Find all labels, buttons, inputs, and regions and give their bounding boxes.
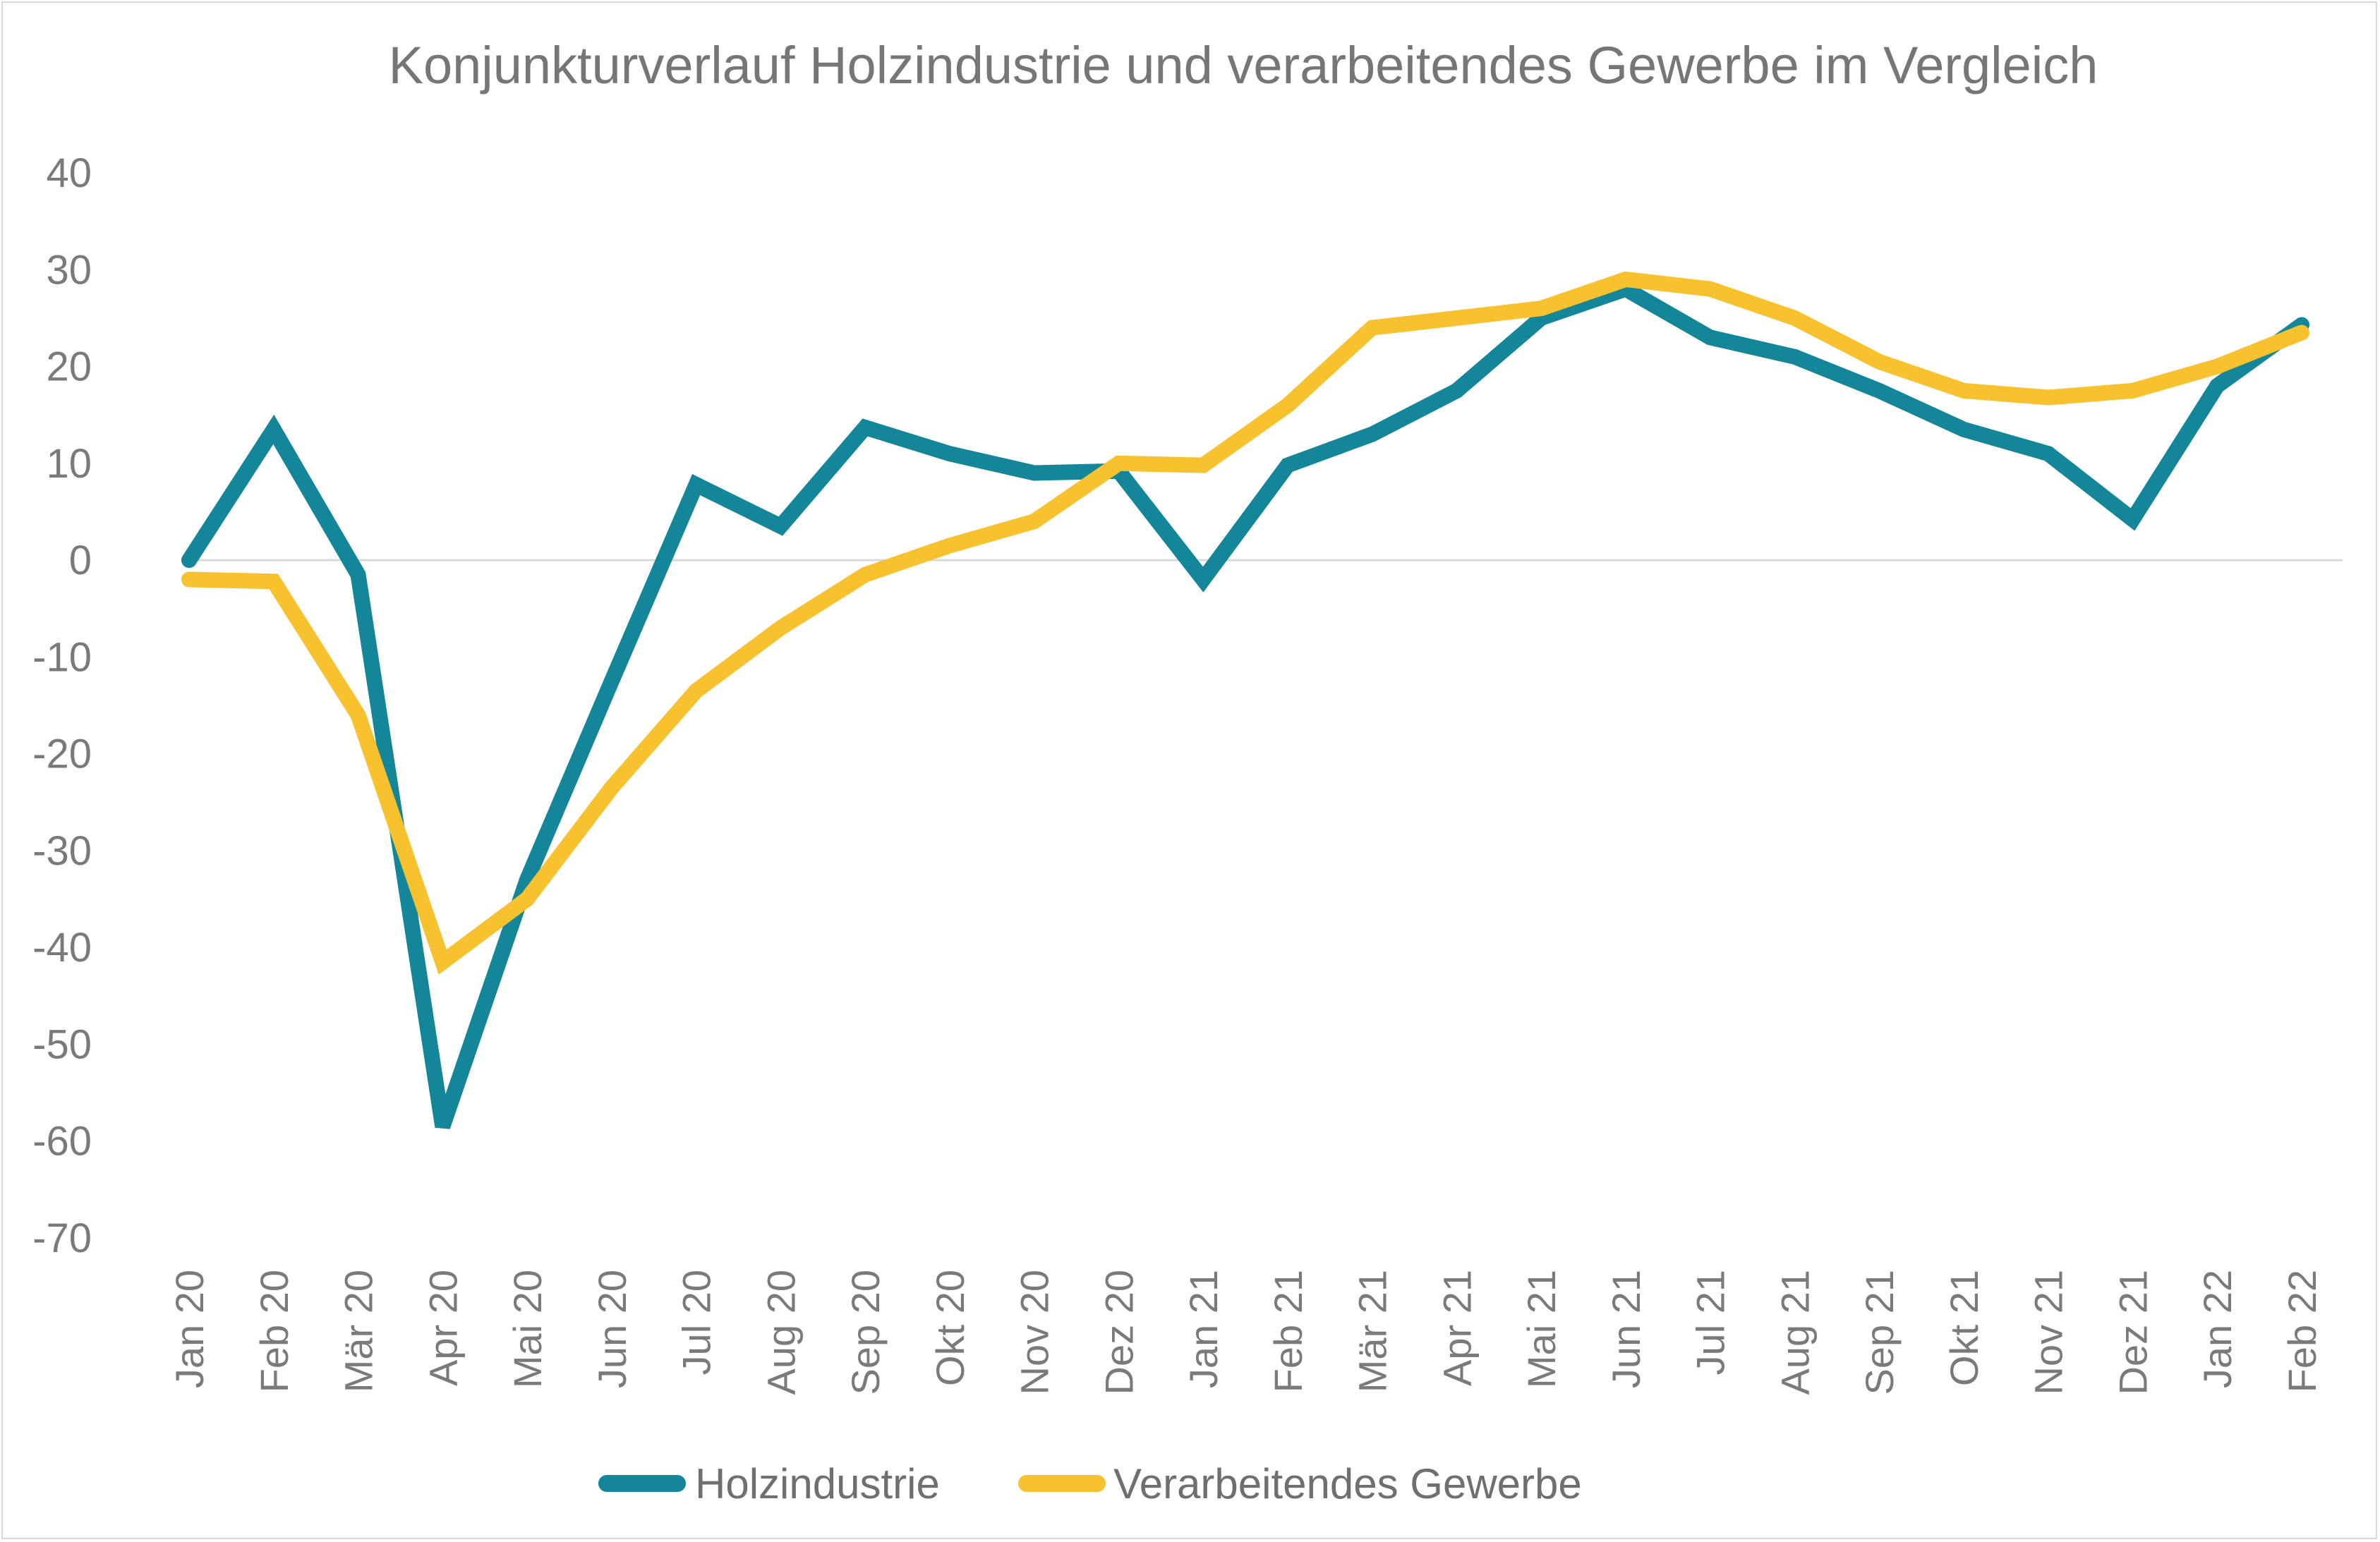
x-tick-label: Jul 21 bbox=[1689, 1270, 1733, 1375]
x-tick-label: Sep 20 bbox=[843, 1270, 888, 1395]
y-tick-label: 20 bbox=[46, 344, 92, 390]
x-axis: Jan 20 Feb 20 Mär 20 Apr 20 Mai 20 Jun 20 Jul … bbox=[167, 1270, 2324, 1395]
x-tick-label: Sep 21 bbox=[1857, 1270, 1902, 1395]
chart-title: Konjunkturverlauf Holzindustrie und vera… bbox=[389, 36, 2098, 95]
series-holzindustrie bbox=[181, 280, 2309, 1129]
x-tick-label: Nov 21 bbox=[2026, 1270, 2071, 1395]
x-tick-label: Jan 21 bbox=[1181, 1270, 1226, 1388]
x-tick-label: Mai 20 bbox=[505, 1270, 550, 1388]
x-tick-label: Jan 22 bbox=[2195, 1270, 2240, 1388]
x-tick-label: Aug 20 bbox=[759, 1270, 803, 1395]
x-tick-label: Mär 20 bbox=[337, 1270, 381, 1392]
y-tick-label: 40 bbox=[46, 150, 92, 196]
y-tick-label: -30 bbox=[32, 828, 92, 874]
legend-label: Holzindustrie bbox=[695, 1460, 940, 1507]
x-tick-label: Jun 21 bbox=[1604, 1270, 1648, 1388]
x-tick-label: Mär 21 bbox=[1351, 1270, 1395, 1392]
y-tick-label: -40 bbox=[32, 925, 92, 971]
y-tick-label: 30 bbox=[46, 247, 92, 293]
x-tick-label: Apr 21 bbox=[1434, 1270, 1479, 1386]
x-tick-label: Feb 20 bbox=[252, 1270, 296, 1392]
legend: Holzindustrie Verarbeitendes Gewerbe bbox=[598, 1460, 1582, 1507]
x-tick-label: Okt 21 bbox=[1942, 1270, 1986, 1386]
x-tick-label: Aug 21 bbox=[1772, 1270, 1817, 1395]
y-tick-label: -60 bbox=[32, 1119, 92, 1165]
x-tick-label: Jan 20 bbox=[167, 1270, 212, 1388]
series-line bbox=[181, 271, 2309, 975]
x-tick-label: Apr 20 bbox=[421, 1270, 465, 1386]
x-tick-label: Mai 21 bbox=[1519, 1270, 1564, 1388]
x-tick-label: Jun 20 bbox=[590, 1270, 634, 1388]
x-tick-label: Feb 21 bbox=[1266, 1270, 1310, 1392]
y-tick-label: 0 bbox=[69, 538, 92, 583]
x-tick-label: Dez 20 bbox=[1097, 1270, 1141, 1395]
x-tick-label: Nov 20 bbox=[1013, 1270, 1057, 1395]
x-tick-label: Feb 22 bbox=[2280, 1270, 2324, 1392]
y-tick-label: -10 bbox=[32, 634, 92, 680]
series-line bbox=[181, 280, 2309, 1129]
series-verarbeitendes-gewerbe bbox=[181, 271, 2309, 975]
y-axis: 40 30 20 10 0 -10 -20 -30 -40 -50 -60 -70 bbox=[32, 150, 92, 1261]
x-tick-label: Dez 21 bbox=[2110, 1270, 2155, 1395]
x-tick-label: Jul 20 bbox=[675, 1270, 719, 1375]
y-tick-label: -70 bbox=[32, 1215, 92, 1261]
y-tick-label: -20 bbox=[32, 731, 92, 777]
y-tick-label: -50 bbox=[32, 1021, 92, 1067]
x-tick-label: Okt 20 bbox=[928, 1270, 972, 1386]
legend-label: Verarbeitendes Gewerbe bbox=[1113, 1460, 1582, 1507]
y-tick-label: 10 bbox=[46, 441, 92, 487]
series-layer bbox=[181, 271, 2309, 1129]
